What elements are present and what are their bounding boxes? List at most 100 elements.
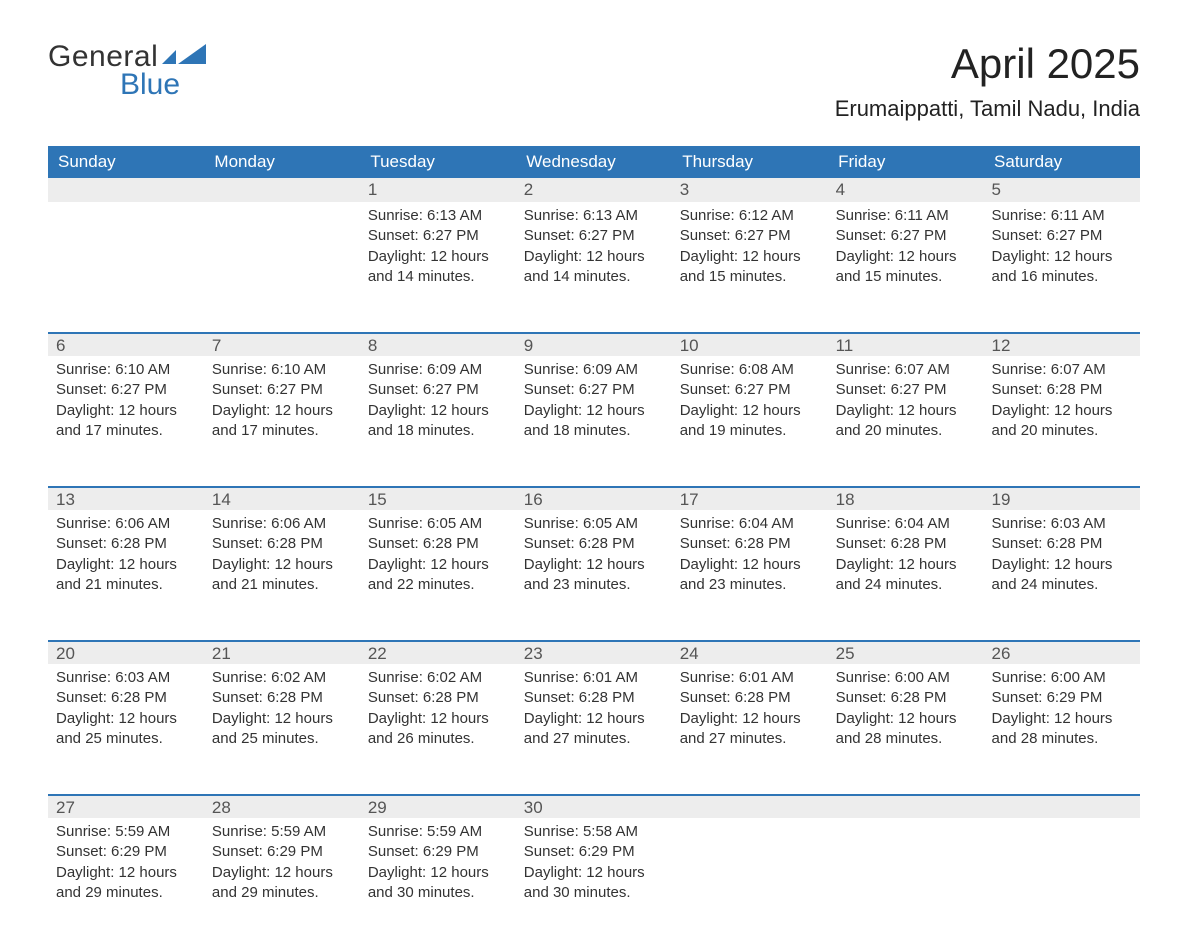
weekday-header: Thursday: [672, 146, 828, 178]
day-body: Sunrise: 6:10 AMSunset: 6:27 PMDaylight:…: [48, 356, 204, 455]
sunset-line: Sunset: 6:27 PM: [368, 380, 508, 400]
sunrise-line: Sunrise: 6:01 AM: [524, 668, 664, 688]
day-number: 6: [48, 332, 204, 356]
sunrise-line: Sunrise: 6:13 AM: [524, 206, 664, 226]
day-body: Sunrise: 5:59 AMSunset: 6:29 PMDaylight:…: [360, 818, 516, 917]
sunrise-line: Sunrise: 6:11 AM: [836, 206, 976, 226]
sunrise-line: Sunrise: 6:06 AM: [212, 514, 352, 534]
sunrise-line: Sunrise: 6:11 AM: [992, 206, 1132, 226]
daylight-line: Daylight: 12 hours and 28 minutes.: [992, 709, 1132, 750]
daylight-line: Daylight: 12 hours and 30 minutes.: [524, 863, 664, 904]
sunset-line: Sunset: 6:29 PM: [212, 842, 352, 862]
daylight-line: Daylight: 12 hours and 18 minutes.: [524, 401, 664, 442]
sunset-line: Sunset: 6:29 PM: [56, 842, 196, 862]
week-daynum-row: 27282930: [48, 794, 1140, 818]
daylight-line: Daylight: 12 hours and 28 minutes.: [836, 709, 976, 750]
day-number: 13: [48, 486, 204, 510]
day-number: 28: [204, 794, 360, 818]
logo-text-blue: Blue: [120, 68, 180, 102]
daylight-line: Daylight: 12 hours and 21 minutes.: [212, 555, 352, 596]
daylight-line: Daylight: 12 hours and 24 minutes.: [836, 555, 976, 596]
sunset-line: Sunset: 6:28 PM: [992, 380, 1132, 400]
sunset-line: Sunset: 6:28 PM: [212, 534, 352, 554]
sunrise-line: Sunrise: 6:04 AM: [836, 514, 976, 534]
sunrise-line: Sunrise: 6:09 AM: [368, 360, 508, 380]
weekday-header: Sunday: [48, 146, 204, 178]
sunrise-line: Sunrise: 5:59 AM: [56, 822, 196, 842]
day-number: 11: [828, 332, 984, 356]
logo: General Blue: [48, 40, 206, 102]
sunset-line: Sunset: 6:27 PM: [992, 226, 1132, 246]
day-number: 1: [360, 178, 516, 202]
sunrise-line: Sunrise: 6:12 AM: [680, 206, 820, 226]
day-number: 17: [672, 486, 828, 510]
daylight-line: Daylight: 12 hours and 15 minutes.: [680, 247, 820, 288]
sunset-line: Sunset: 6:27 PM: [524, 380, 664, 400]
sunset-line: Sunset: 6:28 PM: [680, 688, 820, 708]
day-body: Sunrise: 6:03 AMSunset: 6:28 PMDaylight:…: [984, 510, 1140, 609]
daylight-line: Daylight: 12 hours and 22 minutes.: [368, 555, 508, 596]
page-title: April 2025: [835, 40, 1140, 88]
sunrise-line: Sunrise: 6:01 AM: [680, 668, 820, 688]
sunset-line: Sunset: 6:28 PM: [524, 534, 664, 554]
day-number: 27: [48, 794, 204, 818]
daylight-line: Daylight: 12 hours and 23 minutes.: [524, 555, 664, 596]
sunset-line: Sunset: 6:28 PM: [368, 534, 508, 554]
sunrise-line: Sunrise: 6:10 AM: [212, 360, 352, 380]
daylight-line: Daylight: 12 hours and 27 minutes.: [680, 709, 820, 750]
sunrise-line: Sunrise: 5:58 AM: [524, 822, 664, 842]
day-body: Sunrise: 6:13 AMSunset: 6:27 PMDaylight:…: [360, 202, 516, 301]
week-daynum-row: 13141516171819: [48, 486, 1140, 510]
day-body: Sunrise: 5:58 AMSunset: 6:29 PMDaylight:…: [516, 818, 672, 917]
day-body: Sunrise: 6:07 AMSunset: 6:28 PMDaylight:…: [984, 356, 1140, 455]
daylight-line: Daylight: 12 hours and 25 minutes.: [212, 709, 352, 750]
sunrise-line: Sunrise: 5:59 AM: [368, 822, 508, 842]
sunrise-line: Sunrise: 6:10 AM: [56, 360, 196, 380]
sunrise-line: Sunrise: 6:02 AM: [212, 668, 352, 688]
location-text: Erumaippatti, Tamil Nadu, India: [835, 96, 1140, 122]
sunrise-line: Sunrise: 6:09 AM: [524, 360, 664, 380]
day-body: Sunrise: 6:00 AMSunset: 6:28 PMDaylight:…: [828, 664, 984, 763]
weekday-header: Wednesday: [516, 146, 672, 178]
title-block: April 2025 Erumaippatti, Tamil Nadu, Ind…: [835, 40, 1140, 122]
sunrise-line: Sunrise: 6:02 AM: [368, 668, 508, 688]
day-body: Sunrise: 6:05 AMSunset: 6:28 PMDaylight:…: [360, 510, 516, 609]
day-number: 23: [516, 640, 672, 664]
daylight-line: Daylight: 12 hours and 25 minutes.: [56, 709, 196, 750]
daylight-line: Daylight: 12 hours and 26 minutes.: [368, 709, 508, 750]
day-body: Sunrise: 6:11 AMSunset: 6:27 PMDaylight:…: [984, 202, 1140, 301]
day-number: 19: [984, 486, 1140, 510]
sunset-line: Sunset: 6:28 PM: [836, 534, 976, 554]
sunset-line: Sunset: 6:28 PM: [212, 688, 352, 708]
day-number: 25: [828, 640, 984, 664]
day-number: 14: [204, 486, 360, 510]
weekday-header: Monday: [204, 146, 360, 178]
sunset-line: Sunset: 6:29 PM: [524, 842, 664, 862]
sunset-line: Sunset: 6:27 PM: [56, 380, 196, 400]
day-number: 21: [204, 640, 360, 664]
daylight-line: Daylight: 12 hours and 15 minutes.: [836, 247, 976, 288]
day-number: 16: [516, 486, 672, 510]
daylight-line: Daylight: 12 hours and 18 minutes.: [368, 401, 508, 442]
day-number: 20: [48, 640, 204, 664]
sunset-line: Sunset: 6:27 PM: [836, 226, 976, 246]
sunrise-line: Sunrise: 6:07 AM: [992, 360, 1132, 380]
week-body-row: Sunrise: 5:59 AMSunset: 6:29 PMDaylight:…: [48, 818, 1140, 948]
sunset-line: Sunset: 6:28 PM: [368, 688, 508, 708]
sunset-line: Sunset: 6:27 PM: [524, 226, 664, 246]
day-number: 15: [360, 486, 516, 510]
sunset-line: Sunset: 6:28 PM: [524, 688, 664, 708]
day-number: 8: [360, 332, 516, 356]
sunset-line: Sunset: 6:29 PM: [992, 688, 1132, 708]
week-body-row: Sunrise: 6:06 AMSunset: 6:28 PMDaylight:…: [48, 510, 1140, 640]
calendar-body: 12345Sunrise: 6:13 AMSunset: 6:27 PMDayl…: [48, 178, 1140, 948]
sunrise-line: Sunrise: 6:07 AM: [836, 360, 976, 380]
day-body: Sunrise: 6:12 AMSunset: 6:27 PMDaylight:…: [672, 202, 828, 301]
day-number: 22: [360, 640, 516, 664]
day-body: Sunrise: 6:06 AMSunset: 6:28 PMDaylight:…: [48, 510, 204, 609]
day-body: Sunrise: 6:13 AMSunset: 6:27 PMDaylight:…: [516, 202, 672, 301]
weekday-header-row: Sunday Monday Tuesday Wednesday Thursday…: [48, 146, 1140, 178]
day-body: Sunrise: 5:59 AMSunset: 6:29 PMDaylight:…: [204, 818, 360, 917]
sunrise-line: Sunrise: 6:03 AM: [56, 668, 196, 688]
sunrise-line: Sunrise: 6:05 AM: [368, 514, 508, 534]
